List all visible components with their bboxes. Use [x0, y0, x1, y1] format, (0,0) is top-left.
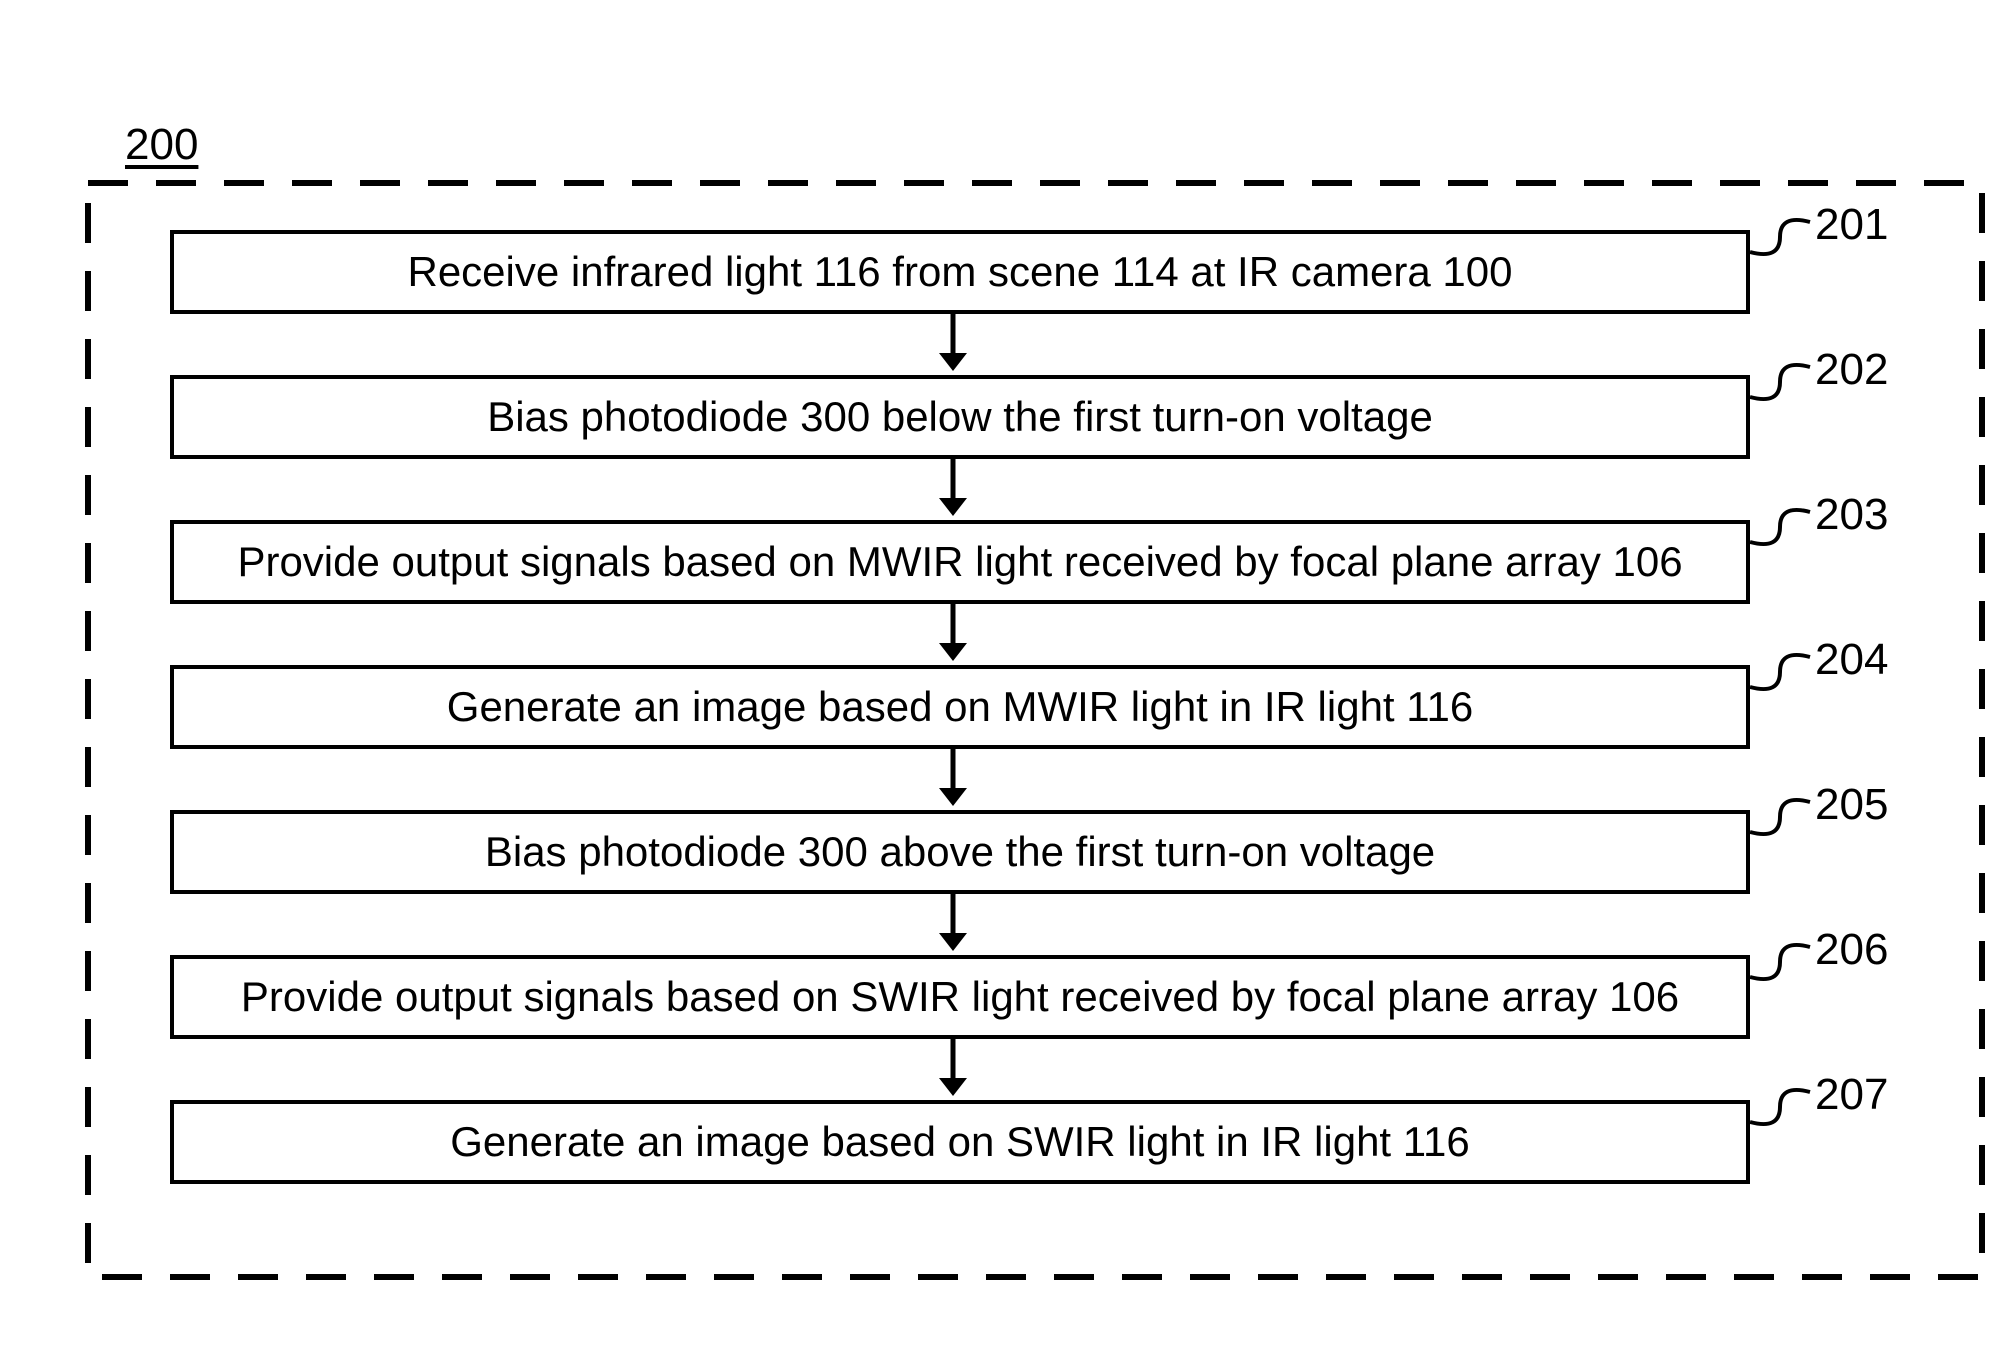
step-box-5: Bias photodiode 300 above the first turn… [170, 810, 1750, 894]
flowchart-canvas: 200 Receive infrared light 116 from scene… [40, 40, 1952, 1331]
step-label-6: 206 [1815, 925, 1888, 975]
step-box-4: Generate an image based on MWIR light in… [170, 665, 1750, 749]
step-label-1: 201 [1815, 200, 1888, 250]
step-box-1: Receive infrared light 116 from scene 11… [170, 230, 1750, 314]
step-label-5: 205 [1815, 780, 1888, 830]
step-text: Receive infrared light 116 from scene 11… [407, 248, 1512, 296]
step-label-3: 203 [1815, 490, 1888, 540]
step-box-6: Provide output signals based on SWIR lig… [170, 955, 1750, 1039]
step-text: Generate an image based on SWIR light in… [450, 1118, 1469, 1166]
step-label-4: 204 [1815, 635, 1888, 685]
arrow-down-icon [939, 1039, 967, 1098]
container-label: 200 [125, 120, 198, 170]
arrow-down-icon [939, 314, 967, 373]
step-box-2: Bias photodiode 300 below the first turn… [170, 375, 1750, 459]
step-text: Generate an image based on MWIR light in… [447, 683, 1473, 731]
arrow-down-icon [939, 604, 967, 663]
step-text: Provide output signals based on MWIR lig… [237, 538, 1682, 586]
step-text: Provide output signals based on SWIR lig… [241, 973, 1679, 1021]
step-box-3: Provide output signals based on MWIR lig… [170, 520, 1750, 604]
step-label-2: 202 [1815, 345, 1888, 395]
arrow-down-icon [939, 459, 967, 518]
arrow-down-icon [939, 749, 967, 808]
arrow-down-icon [939, 894, 967, 953]
step-box-7: Generate an image based on SWIR light in… [170, 1100, 1750, 1184]
step-label-7: 207 [1815, 1070, 1888, 1120]
step-text: Bias photodiode 300 below the first turn… [487, 393, 1433, 441]
step-text: Bias photodiode 300 above the first turn… [485, 828, 1435, 876]
